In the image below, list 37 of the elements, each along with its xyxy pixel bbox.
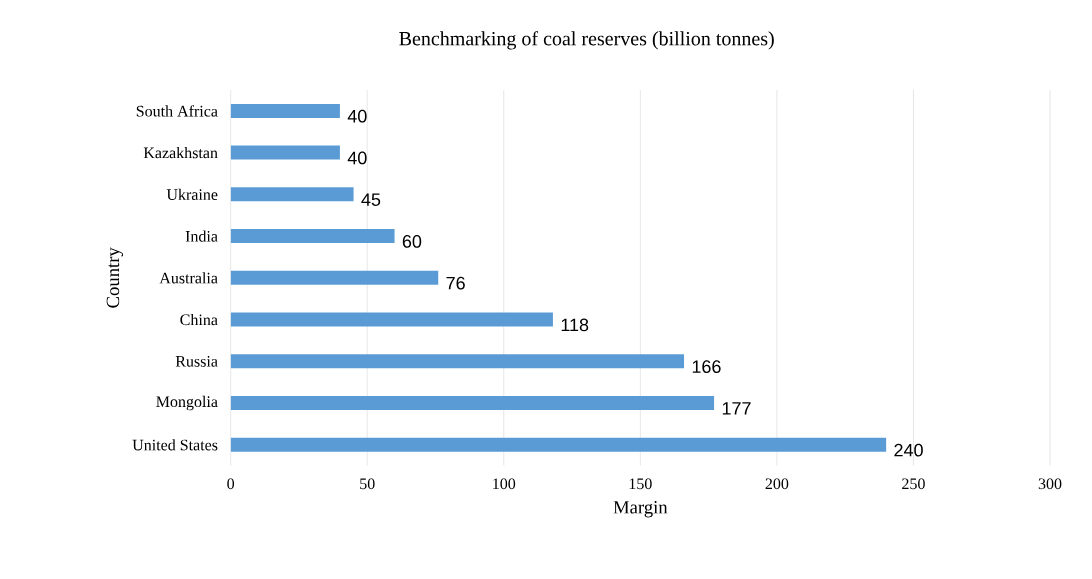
- data-label: 40: [347, 151, 367, 165]
- x-tick-label: 100: [493, 478, 516, 490]
- bar: [230, 396, 715, 411]
- bar: [230, 312, 553, 327]
- data-label: 118: [561, 318, 589, 332]
- x-axis-title: Margin: [613, 501, 668, 518]
- y-tick-label: South Africa: [136, 105, 218, 117]
- x-tick-label: 300: [1038, 478, 1062, 490]
- y-axis-title: Country: [106, 247, 124, 308]
- data-label: 45: [361, 193, 381, 206]
- y-tick-label: Mongolia: [156, 395, 218, 411]
- x-tick-label: 250: [902, 478, 925, 490]
- y-tick-label: Australia: [159, 272, 218, 284]
- bar: [230, 103, 340, 118]
- y-tick-label: Kazakhstan: [143, 146, 218, 159]
- bar: [230, 187, 354, 202]
- x-tick-label: 50: [360, 478, 375, 490]
- y-tick-label: India: [185, 230, 218, 242]
- data-label: 177: [722, 402, 751, 415]
- y-tick-label: China: [180, 313, 218, 326]
- bar: [230, 229, 395, 244]
- bar: [230, 270, 439, 285]
- x-tick-label: 0: [227, 478, 235, 490]
- data-label: 40: [347, 109, 367, 123]
- x-tick-label: 150: [629, 478, 652, 490]
- chart-title: Benchmarking of coal reserves (billion tonnes): [399, 31, 774, 50]
- data-label: 240: [894, 443, 923, 457]
- y-tick-label: Ukraine: [166, 188, 218, 200]
- data-label: 60: [402, 235, 422, 248]
- bar: [230, 145, 340, 160]
- bar: [230, 437, 887, 452]
- y-tick-label: United States: [132, 439, 218, 451]
- y-tick-label: Russia: [175, 355, 218, 367]
- data-label: 76: [446, 276, 465, 290]
- x-tick-label: 200: [765, 478, 789, 490]
- bar: [230, 354, 685, 369]
- data-label: 166: [692, 360, 721, 374]
